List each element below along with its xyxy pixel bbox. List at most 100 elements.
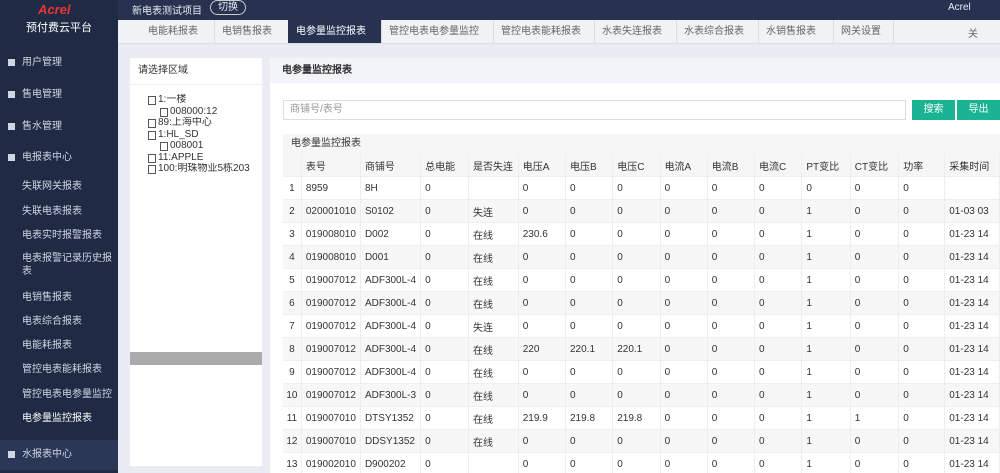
tree-node[interactable]: 008001 bbox=[170, 140, 204, 151]
cell: 0 bbox=[898, 360, 946, 384]
tree-node[interactable]: 100:明珠物业5栋203 bbox=[158, 163, 250, 174]
menu-item[interactable]: 用户管理 bbox=[0, 48, 118, 78]
cell: 0 bbox=[850, 268, 900, 292]
search-input[interactable]: 商铺号/表号 bbox=[283, 100, 906, 120]
cell: 1 bbox=[801, 452, 851, 473]
tree-icon bbox=[160, 142, 168, 151]
table-row: 10 019007012 ADF300L-3 0 在线 0 0 0 0 0 0 1 0 0 01-23 14 bbox=[283, 383, 1000, 407]
export-button[interactable]: 导出 bbox=[957, 100, 1000, 120]
cell: 1 bbox=[801, 222, 851, 246]
cell: 0 bbox=[898, 314, 946, 338]
cell: 0 bbox=[707, 360, 756, 384]
cell: 在线 bbox=[468, 337, 519, 361]
cell: 0 bbox=[518, 268, 566, 292]
cell: 0 bbox=[518, 360, 566, 384]
cell: 0 bbox=[420, 176, 469, 200]
tree-icon bbox=[148, 119, 156, 128]
menu-item[interactable]: 水报表中心 bbox=[0, 440, 118, 470]
cell: 0 bbox=[612, 429, 661, 453]
cell bbox=[468, 176, 519, 200]
cell: 0 bbox=[707, 268, 756, 292]
cell: 0 bbox=[518, 245, 566, 269]
tab[interactable]: 网关设置 bbox=[833, 20, 894, 43]
header-cell: 是否失连 bbox=[468, 154, 519, 177]
tab[interactable]: 电参量监控报表 bbox=[288, 20, 382, 43]
tab[interactable]: 管控电表能耗报表 bbox=[493, 20, 595, 43]
cell: 0 bbox=[565, 314, 614, 338]
submenu-item[interactable]: 电能耗报表 bbox=[22, 340, 72, 351]
cell: 0 bbox=[518, 314, 566, 338]
cell: 4 bbox=[283, 245, 302, 269]
header-cell: CT变比 bbox=[850, 154, 900, 177]
cell: 0 bbox=[898, 176, 946, 200]
submenu-item[interactable]: 电表实时报警报表 bbox=[22, 230, 102, 241]
tree-node[interactable]: 89:上海中心 bbox=[158, 117, 212, 128]
cell: 019007012 bbox=[301, 291, 361, 315]
cell: 019007010 bbox=[301, 429, 361, 453]
cell: 0 bbox=[754, 314, 803, 338]
table-row: 6 019007012 ADF300L-4 0 在线 0 0 0 0 0 0 1 0 0 01-23 14 bbox=[283, 291, 1000, 315]
cell: 01-23 14 bbox=[944, 268, 1000, 292]
cell: 0 bbox=[707, 429, 756, 453]
tab[interactable]: 电销售报表 bbox=[214, 20, 289, 43]
cell: 0 bbox=[898, 245, 946, 269]
submenu-item[interactable]: 电表综合报表 bbox=[22, 316, 82, 327]
tree-node[interactable]: 11:APPLE bbox=[158, 151, 204, 163]
cell: 0 bbox=[612, 176, 661, 200]
tab[interactable]: 电能耗报表 bbox=[140, 20, 215, 43]
menu-item[interactable]: 售水管理 bbox=[0, 112, 118, 142]
tab[interactable]: 水表失连报表 bbox=[594, 20, 677, 43]
header-cell: 商铺号 bbox=[360, 154, 422, 177]
cell: 0 bbox=[420, 268, 469, 292]
tab[interactable]: 管控电表电参量监控 bbox=[381, 20, 494, 43]
cell: ADF300L-3 bbox=[360, 383, 422, 407]
cell: 0 bbox=[612, 199, 661, 223]
cell: 019007012 bbox=[301, 268, 361, 292]
cell: 0 bbox=[754, 429, 803, 453]
tree-node[interactable]: 1:HL_SD bbox=[158, 128, 199, 140]
cell: 1 bbox=[801, 291, 851, 315]
tab[interactable]: 水销售报表 bbox=[758, 20, 834, 43]
tree-node[interactable]: 1:一楼 bbox=[158, 94, 187, 105]
header-cell: 电流A bbox=[660, 154, 708, 177]
cell: 失连 bbox=[468, 314, 519, 338]
close-tabs[interactable]: 关 bbox=[968, 29, 978, 40]
menu-icon bbox=[8, 59, 15, 66]
submenu-item[interactable]: 失联网关报表 bbox=[22, 181, 82, 192]
cell: 020001010 bbox=[301, 199, 361, 223]
cell: 在线 bbox=[468, 245, 519, 269]
tree-panel: 请选择区域 1:一楼 008000:12 89:上海中心 1:HL_SD 008001 1… bbox=[130, 58, 262, 466]
cell: 01-03 03 bbox=[944, 199, 1000, 223]
menu-icon bbox=[8, 451, 15, 458]
search-button[interactable]: 搜索 bbox=[912, 100, 955, 120]
cell: 220.1 bbox=[612, 337, 661, 361]
tree-icon bbox=[148, 153, 156, 163]
submenu-item[interactable]: 电表报警记录历史报表 bbox=[22, 253, 112, 277]
cell: 0 bbox=[612, 360, 661, 384]
menu-item[interactable]: 电报表中心 bbox=[0, 143, 118, 173]
cell: 01-23 14 bbox=[944, 429, 1000, 453]
cell: 0 bbox=[754, 406, 803, 430]
cell: 019007010 bbox=[301, 406, 361, 430]
cell: D001 bbox=[360, 245, 422, 269]
cell: D002 bbox=[360, 222, 422, 246]
switch-button[interactable]: 切换 bbox=[210, 0, 246, 15]
submenu-item[interactable]: 电销售报表 bbox=[22, 292, 72, 303]
header-cell: 电压A bbox=[518, 154, 566, 177]
submenu-item[interactable]: 管控电表电参量监控 bbox=[22, 389, 112, 400]
cell: 0 bbox=[612, 452, 661, 473]
submenu-item[interactable]: 失联电表报表 bbox=[22, 206, 82, 217]
tree-node[interactable]: 008000:12 bbox=[170, 105, 218, 117]
cell: 0 bbox=[565, 222, 614, 246]
scrollbar bbox=[130, 352, 262, 365]
table-caption: 电参量监控报表 bbox=[283, 134, 1000, 154]
menu-item[interactable]: 售电管理 bbox=[0, 80, 118, 110]
cell: 0 bbox=[565, 176, 614, 200]
submenu-item[interactable]: 电参量监控报表 bbox=[22, 413, 92, 424]
cell: 在线 bbox=[468, 360, 519, 384]
cell: 219.8 bbox=[565, 406, 614, 430]
cell: 0 bbox=[660, 176, 708, 200]
submenu-item[interactable]: 管控电表能耗报表 bbox=[22, 364, 102, 375]
user[interactable]: Acrel bbox=[948, 2, 971, 13]
tab[interactable]: 水表综合报表 bbox=[676, 20, 759, 43]
